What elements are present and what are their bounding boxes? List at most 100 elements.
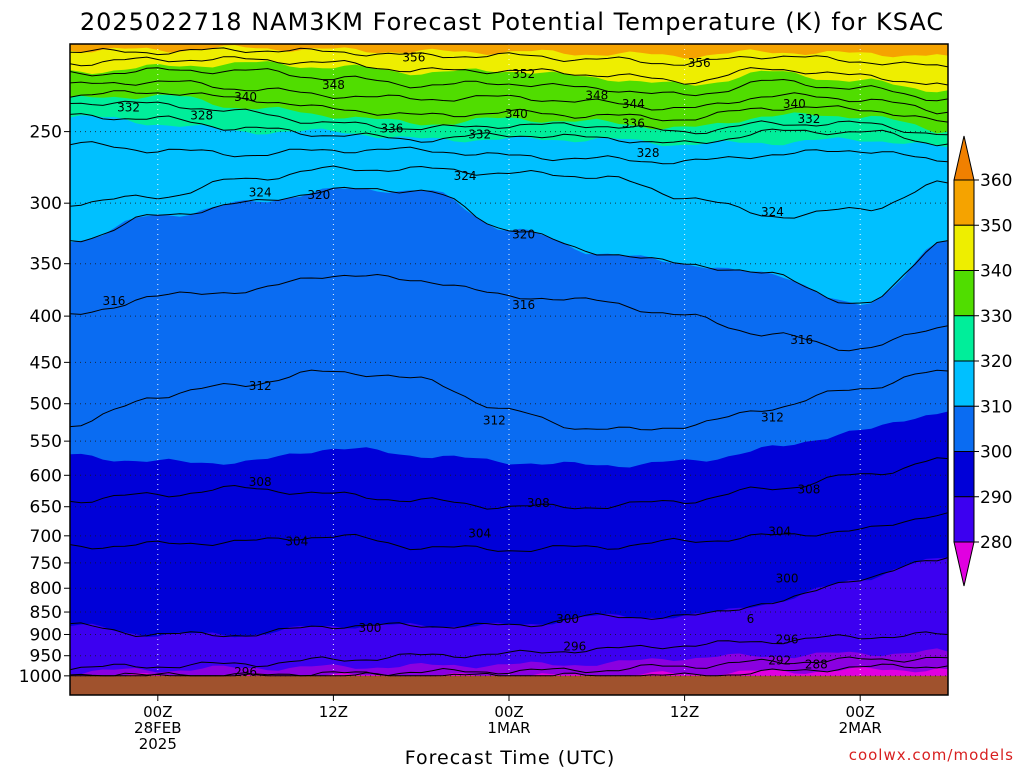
contour-label: 344: [622, 97, 645, 111]
contour-label: 348: [322, 78, 345, 92]
contour-label: 296: [563, 640, 586, 654]
colorbar-label: 330: [980, 307, 1012, 327]
y-tick-label: 800: [30, 579, 62, 599]
contour-label: 320: [307, 188, 330, 202]
isentrope-348: [69, 67, 949, 102]
colorbar-under-triangle: [953, 541, 975, 587]
plot-area: 356 356 352 348 348 344 340 340 340 336 336 332 332 3…: [69, 43, 949, 696]
isentrope-332: [69, 113, 949, 147]
y-tick-label: 450: [30, 353, 62, 373]
y-tick-label: 900: [30, 625, 62, 645]
contour-label: 296: [234, 665, 257, 679]
colorbar-segment: [953, 496, 975, 543]
isentrope-316: [69, 273, 949, 352]
x-tick-label: 2025: [139, 735, 177, 753]
contour-label: 348: [585, 88, 608, 102]
contour-label: 324: [454, 169, 477, 183]
y-tick-label: 400: [30, 307, 62, 327]
y-tick-label: 950: [30, 647, 62, 667]
contour-label: 308: [527, 496, 550, 510]
x-tick-label: 12Z: [319, 703, 348, 721]
colorbar-segment: [953, 270, 975, 317]
contour-label: 340: [505, 107, 528, 121]
contour-label: 332: [798, 112, 821, 126]
colorbar-label: 350: [980, 216, 1012, 236]
y-tick-label: 1000: [19, 667, 62, 687]
isentrope-324: [69, 165, 949, 219]
x-tick-label: 00Z: [143, 703, 172, 721]
contour-label: 356: [402, 51, 425, 65]
contour-label: 332: [468, 128, 491, 142]
colorbar: 280 290 300 310 320 330 340 350 360: [953, 135, 1012, 587]
contour-labels: 356 356 352 348 348 344 340 340 340 336 336 332 332 3…: [102, 51, 827, 679]
colorbar-segment: [953, 405, 975, 452]
contour-label: 304: [468, 527, 491, 541]
colorbar-label: 280: [980, 533, 1012, 553]
colorbar-segment: [953, 224, 975, 271]
isentrope-308: [69, 457, 949, 510]
colorbar-label: 340: [980, 262, 1012, 282]
contour-label: 312: [483, 414, 506, 428]
contour-label: 328: [190, 109, 213, 123]
colorbar-over-triangle: [953, 135, 975, 181]
contour-label: 356: [688, 56, 711, 70]
y-tick-label: 250: [30, 123, 62, 143]
contour-label: 304: [768, 524, 791, 538]
isentrope-340: [69, 90, 949, 123]
contour-label: 324: [761, 205, 784, 219]
isentrope-lines: [69, 47, 949, 677]
contour-label: 316: [790, 333, 813, 347]
isentrope-352: [69, 56, 949, 86]
contour-label: 316: [102, 294, 125, 308]
contour-label: 304: [285, 534, 308, 548]
contour-label: 336: [622, 117, 645, 131]
ground-strip: [70, 675, 948, 695]
x-tick-label: 00Z: [494, 703, 523, 721]
contour-label: 324: [249, 186, 272, 200]
colorbar-label: 310: [980, 397, 1012, 417]
isentrope-344: [69, 80, 949, 115]
isentrope-320: [69, 186, 949, 304]
y-tick-label: 500: [30, 395, 62, 415]
y-axis: 2503003504004505005506006507007508008509…: [19, 123, 70, 687]
fill-band-360: [70, 44, 948, 59]
fill-band-350: [70, 44, 948, 93]
y-tick-label: 550: [30, 432, 62, 452]
contour-label: 288: [805, 658, 828, 672]
contour-label: 292: [768, 654, 791, 668]
x-tick-label: 12Z: [670, 703, 699, 721]
contour-label: 336: [380, 121, 403, 135]
contour-label: 6: [747, 612, 755, 626]
colorbar-label: 360: [980, 171, 1012, 191]
contour-label: 320: [512, 228, 535, 242]
contour-label: 300: [556, 612, 579, 626]
y-tick-label: 850: [30, 603, 62, 623]
contour-label: 340: [783, 97, 806, 111]
contour-label: 308: [249, 475, 272, 489]
colorbar-label: 320: [980, 352, 1012, 372]
y-tick-label: 300: [30, 194, 62, 214]
isentrope-312: [69, 369, 949, 431]
y-tick-label: 700: [30, 527, 62, 547]
contour-label: 312: [761, 411, 784, 425]
contour-label: 340: [234, 90, 257, 104]
x-tick-label: 2MAR: [839, 719, 882, 737]
colorbar-label: 290: [980, 488, 1012, 508]
y-tick-label: 750: [30, 554, 62, 574]
contour-label: 300: [776, 571, 799, 585]
y-tick-label: 350: [30, 255, 62, 275]
ground-rect: [70, 675, 948, 695]
contour-label: 352: [512, 67, 535, 81]
y-tick-label: 600: [30, 466, 62, 486]
contour-label: 328: [637, 146, 660, 160]
contour-label: 312: [249, 379, 272, 393]
colorbar-segment: [953, 315, 975, 362]
colorbar-segment: [953, 179, 975, 226]
x-tick-label: 28FEB: [134, 719, 181, 737]
isentrope-292: [70, 656, 949, 677]
credit-text: coolwx.com/models: [849, 746, 1014, 764]
contour-label: 332: [117, 100, 140, 114]
isentrope-328: [69, 141, 949, 165]
